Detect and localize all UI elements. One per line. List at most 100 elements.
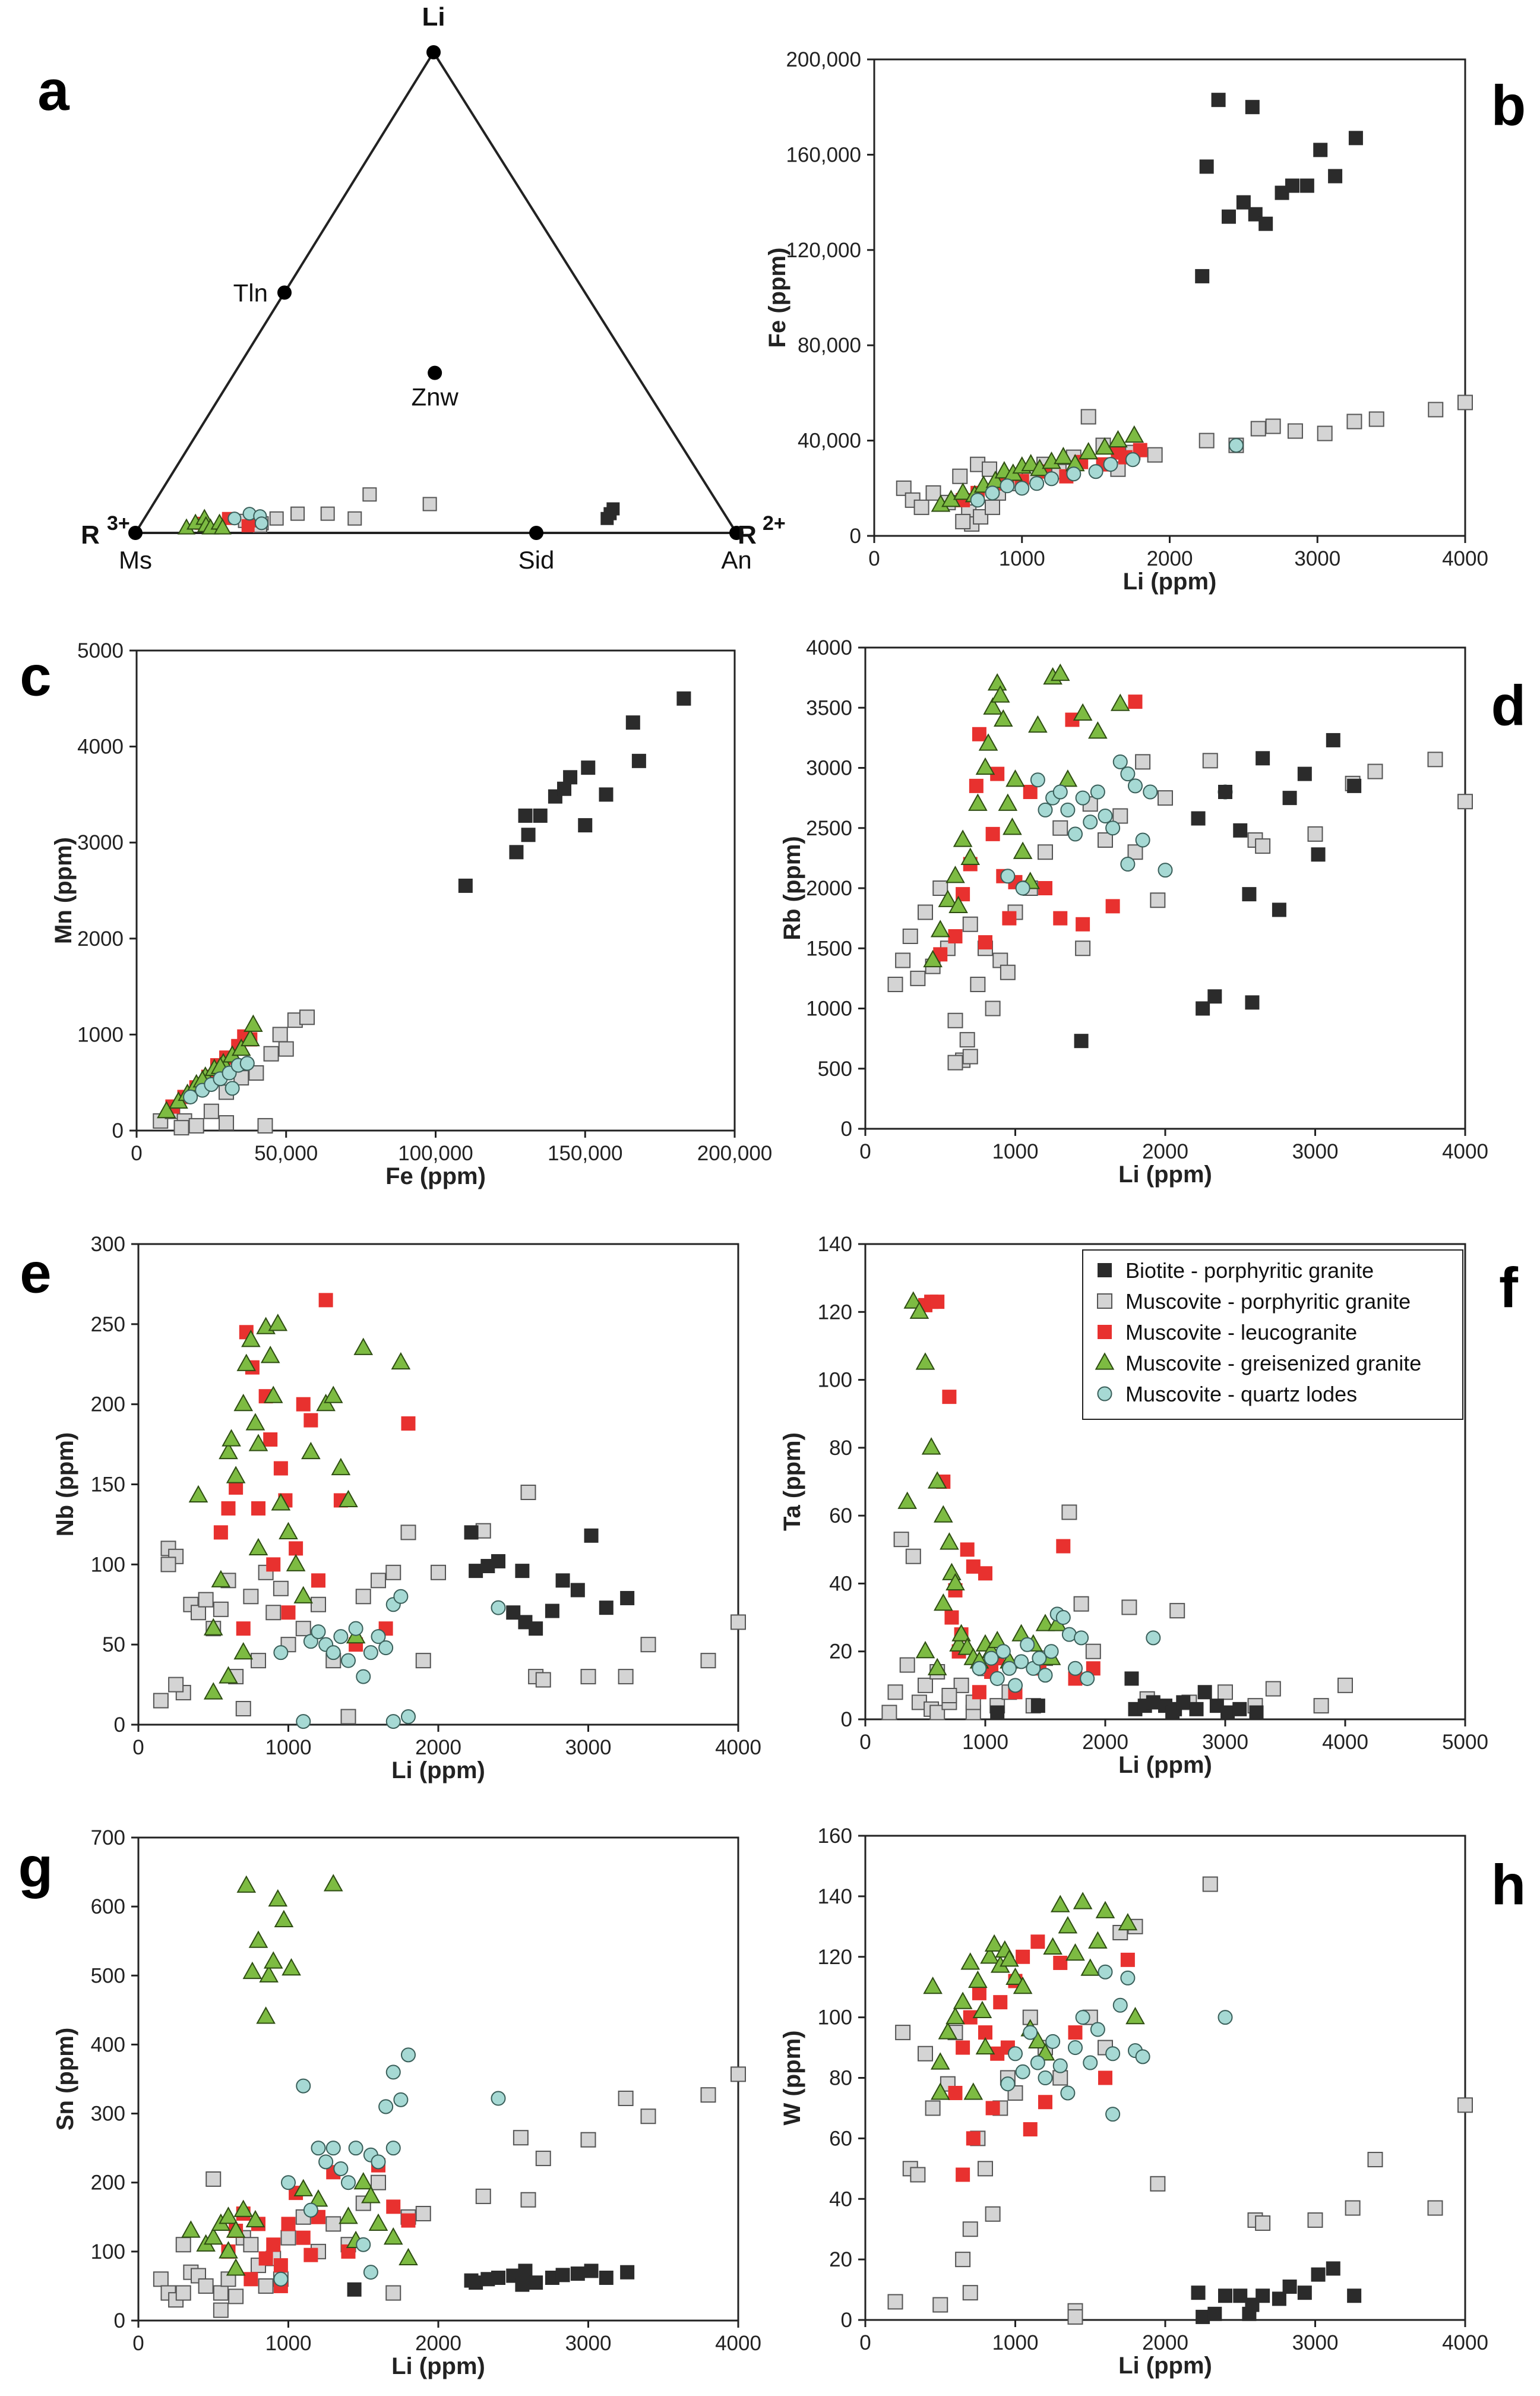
point-b-biotite-porphyritic-10 — [1299, 178, 1314, 193]
point-e-muscovite-greisenized-6 — [233, 1393, 254, 1412]
point-h-muscovite-greisenized-10 — [980, 1946, 1000, 1964]
point-b-muscovite-greisenized-2 — [953, 482, 973, 500]
point-e-muscovite-greisenized-5 — [226, 1466, 246, 1483]
point-g-muscovite-greisenized-7 — [236, 1875, 257, 1893]
point-b-muscovite-porphyritic-22 — [1250, 421, 1266, 437]
point-f-muscovite-porphyritic-22 — [1169, 1603, 1185, 1619]
point-g-muscovite-porphyritic-3 — [175, 2237, 191, 2253]
point-c-muscovite-quartz-lodes-7 — [224, 1081, 240, 1096]
point-g-muscovite-porphyritic-17 — [280, 2230, 296, 2246]
legend-label-muscovite-quartz-lodes: Muscovite - quartz lodes — [1125, 1382, 1357, 1406]
point-e-muscovite-porphyritic-21 — [340, 1709, 356, 1725]
point-b-muscovite-greisenized-12 — [1054, 446, 1073, 465]
point-e-muscovite-quartz-lodes-11 — [371, 1629, 386, 1644]
point-f-biotite-porphyritic-0 — [1030, 1699, 1045, 1713]
point-d-muscovite-porphyritic-6 — [932, 880, 948, 896]
point-h-muscovite-greisenized-16 — [1013, 1977, 1033, 1994]
point-d-muscovite-quartz-lodes-12 — [1105, 820, 1121, 836]
point-h-muscovite-greisenized-24 — [1073, 1892, 1093, 1909]
point-b-muscovite-porphyritic-23 — [1265, 418, 1281, 434]
point-g-muscovite-greisenized-26 — [399, 2247, 418, 2266]
point-f-muscovite-porphyritic-18 — [1073, 1596, 1089, 1612]
point-h-muscovite-quartz-lodes-7 — [1052, 2058, 1068, 2073]
y-tick-label-c: 5000 — [77, 639, 124, 662]
point-d-muscovite-porphyritic-19 — [1052, 820, 1068, 836]
plot-frame-b — [873, 58, 1466, 537]
point-f-muscovite-porphyritic-26 — [1265, 1681, 1281, 1697]
y-axis-label-c: Mn (ppm) — [50, 837, 77, 944]
point-e-muscovite-porphyritic-12 — [243, 1589, 259, 1605]
point-b-muscovite-quartz-lodes-1 — [985, 485, 1000, 501]
point-d-muscovite-greisenized-12 — [998, 793, 1018, 811]
point-f-muscovite-porphyritic-20 — [1121, 1599, 1137, 1615]
point-h-muscovite-quartz-lodes-2 — [1015, 2064, 1030, 2079]
point-d-biotite-porphyritic-2 — [1196, 1001, 1210, 1016]
point-b-muscovite-porphyritic-26 — [1346, 413, 1362, 430]
ternary-label-li: Li — [422, 2, 445, 31]
point-h-muscovite-porphyritic-4 — [918, 2045, 933, 2062]
point-e-muscovite-greisenized-9 — [245, 1413, 265, 1431]
x-tick-label-f: 5000 — [1442, 1731, 1488, 1754]
y-axis-label-d: Rb (ppm) — [779, 836, 805, 940]
point-b-muscovite-porphyritic-29 — [1457, 394, 1473, 411]
point-g-muscovite-porphyritic-34 — [700, 2087, 716, 2103]
point-h-muscovite-greisenized-3 — [945, 2006, 965, 2025]
point-g-muscovite-quartz-lodes-8 — [340, 2175, 356, 2190]
point-h-muscovite-leucogranite-4 — [972, 1985, 986, 2000]
point-h-muscovite-quartz-lodes-20 — [1218, 2010, 1233, 2025]
point-d-muscovite-greisenized-5 — [968, 793, 988, 811]
point-h-muscovite-porphyritic-33 — [1457, 2097, 1473, 2113]
point-g-muscovite-quartz-lodes-3 — [303, 2202, 318, 2218]
point-b-muscovite-porphyritic-32 — [985, 499, 1000, 515]
point-d-muscovite-porphyritic-33 — [1367, 763, 1383, 779]
point-e-biotite-porphyritic-13 — [620, 1590, 635, 1605]
point-e-muscovite-greisenized-22 — [331, 1457, 351, 1476]
point-d-muscovite-porphyritic-4 — [918, 904, 933, 920]
point-h-muscovite-porphyritic-32 — [1427, 2200, 1443, 2216]
point-b-muscovite-quartz-lodes-6 — [1066, 466, 1082, 482]
point-g-muscovite-greisenized-12 — [259, 1965, 279, 1983]
point-b-biotite-porphyritic-7 — [1258, 216, 1273, 231]
point-h-muscovite-quartz-lodes-0 — [1000, 2076, 1016, 2092]
panel-d: d 0 1000 2000 3000 4000 0 500 1000 1500 2000 2500 30… — [779, 636, 1526, 1188]
point-g-muscovite-leucogranite-17 — [401, 2213, 416, 2228]
point-e-muscovite-greisenized-28 — [233, 1641, 254, 1660]
point-g-muscovite-greisenized-25 — [383, 2227, 403, 2245]
panel-label-b: b — [1491, 74, 1526, 137]
point-b-muscovite-quartz-lodes-9 — [1125, 452, 1140, 468]
point-b-biotite-porphyritic-0 — [1195, 269, 1210, 283]
point-f-muscovite-porphyritic-2 — [893, 1532, 909, 1548]
legend-marker-biotite-porphyritic — [1098, 1263, 1112, 1277]
point-g-muscovite-quartz-lodes-16 — [400, 2047, 416, 2063]
point-c-muscovite-porphyritic-12 — [299, 1009, 315, 1025]
point-h-muscovite-leucogranite-15 — [1053, 1955, 1068, 1970]
x-tick-label-f: 0 — [859, 1731, 871, 1754]
point-e-muscovite-porphyritic-38 — [168, 1677, 184, 1693]
y-tick-label-b: 160,000 — [786, 143, 861, 166]
point-h-muscovite-leucogranite-11 — [1016, 1949, 1030, 1964]
point-d-muscovite-quartz-lodes-2 — [1030, 772, 1045, 788]
point-c-biotite-porphyritic-12 — [631, 753, 646, 768]
point-g-muscovite-greisenized-14 — [268, 1889, 288, 1907]
point-g-muscovite-quartz-lodes-9 — [348, 2141, 363, 2156]
point-c-biotite-porphyritic-7 — [563, 770, 578, 785]
point-e-muscovite-greisenized-26 — [391, 1352, 411, 1370]
point-g-muscovite-greisenized-23 — [361, 2186, 381, 2204]
point-g-muscovite-porphyritic-35 — [731, 2066, 746, 2082]
x-tick-label-b: 0 — [868, 547, 880, 570]
y-tick-label-g: 0 — [114, 2309, 125, 2332]
point-e-muscovite-leucogranite-13 — [289, 1541, 303, 1556]
point-d-muscovite-porphyritic-1 — [895, 952, 911, 968]
x-tick-label-c: 50,000 — [254, 1142, 318, 1165]
point-h-muscovite-quartz-lodes-14 — [1105, 2046, 1121, 2062]
point-g-biotite-porphyritic-13 — [620, 2265, 635, 2280]
point-e-muscovite-quartz-lodes-8 — [348, 1621, 363, 1636]
ternary-point-sid — [529, 526, 544, 540]
y-tick-label-f: 0 — [841, 1708, 852, 1731]
y-tick-label-h: 100 — [818, 2006, 852, 2029]
point-g-muscovite-leucogranite-16 — [386, 2199, 401, 2214]
point-g-muscovite-porphyritic-37 — [213, 2302, 229, 2318]
point-h-muscovite-leucogranite-0 — [948, 2085, 963, 2100]
y-tick-label-f: 140 — [818, 1233, 852, 1256]
